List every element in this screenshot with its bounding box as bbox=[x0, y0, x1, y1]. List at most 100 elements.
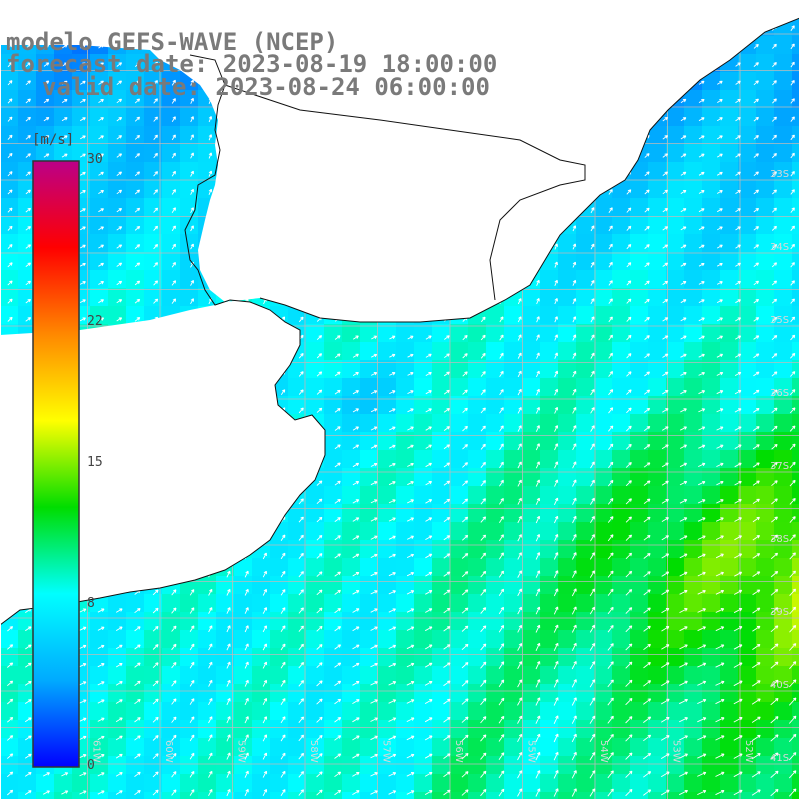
field-cell bbox=[396, 792, 414, 800]
field-cell bbox=[576, 486, 594, 504]
wind-arrow bbox=[443, 789, 451, 796]
wind-arrow bbox=[370, 462, 378, 467]
field-cell bbox=[612, 684, 630, 702]
land-area bbox=[0, 0, 800, 625]
field-cell bbox=[342, 630, 360, 648]
field-cell bbox=[738, 612, 756, 630]
wind-arrow bbox=[316, 389, 323, 395]
field-cell bbox=[612, 558, 630, 576]
field-cell bbox=[396, 648, 414, 666]
field-cell bbox=[702, 594, 720, 612]
wind-arrow bbox=[771, 389, 778, 395]
wind-arrow bbox=[643, 571, 651, 578]
wind-arrow bbox=[789, 461, 796, 469]
field-cell bbox=[468, 342, 486, 360]
field-cell bbox=[648, 648, 666, 666]
wind-arrow bbox=[388, 662, 397, 668]
wind-arrow bbox=[607, 752, 614, 761]
wind-arrow bbox=[772, 80, 777, 86]
wind-arrow bbox=[25, 626, 32, 632]
wind-arrow bbox=[424, 790, 433, 795]
field-cell bbox=[792, 702, 800, 720]
field-cell bbox=[324, 792, 342, 800]
wind-arrow bbox=[134, 789, 141, 796]
wind-arrow bbox=[134, 62, 140, 68]
field-cell bbox=[684, 648, 702, 666]
field-cell bbox=[702, 468, 720, 486]
field-cell bbox=[648, 288, 666, 306]
wind-arrow bbox=[79, 117, 86, 122]
wind-arrow bbox=[771, 280, 778, 286]
field-cell bbox=[738, 90, 756, 108]
field-cell bbox=[108, 666, 126, 684]
wind-arrow bbox=[571, 697, 577, 706]
wind-arrow bbox=[734, 353, 742, 358]
wind-arrow bbox=[680, 390, 687, 395]
wind-arrow bbox=[388, 535, 396, 540]
field-cell bbox=[684, 270, 702, 288]
field-cell bbox=[612, 594, 630, 612]
field-cell bbox=[720, 432, 738, 450]
wind-arrow bbox=[536, 279, 540, 286]
field-cell bbox=[0, 288, 18, 306]
wind-arrow bbox=[352, 535, 360, 540]
wind-arrow bbox=[571, 624, 577, 633]
field-cell bbox=[738, 450, 756, 468]
wind-arrow bbox=[80, 62, 86, 67]
field-cell bbox=[324, 756, 342, 774]
field-cell bbox=[288, 594, 306, 612]
wind-arrow bbox=[352, 335, 359, 340]
wind-arrow bbox=[608, 225, 613, 232]
wind-arrow bbox=[406, 517, 414, 522]
field-cell bbox=[576, 234, 594, 252]
wind-arrow bbox=[171, 189, 176, 195]
field-cell bbox=[576, 450, 594, 468]
field-cell bbox=[720, 414, 738, 432]
field-cell bbox=[432, 756, 450, 774]
wind-arrow bbox=[790, 61, 795, 68]
field-cell bbox=[342, 792, 360, 800]
wind-arrow bbox=[626, 225, 632, 231]
field-cell bbox=[144, 288, 162, 306]
field-cell bbox=[720, 144, 738, 162]
field-cell bbox=[486, 414, 504, 432]
wind-arrow bbox=[97, 608, 105, 613]
wind-arrow bbox=[771, 353, 778, 359]
field-cell bbox=[774, 702, 792, 720]
field-cell bbox=[468, 324, 486, 342]
field-cell bbox=[720, 720, 738, 738]
wind-arrow bbox=[752, 462, 760, 468]
field-cell bbox=[504, 396, 522, 414]
wind-arrow bbox=[698, 335, 705, 340]
wind-arrow bbox=[679, 680, 688, 686]
field-cell bbox=[378, 396, 396, 414]
field-cell bbox=[342, 684, 360, 702]
wind-arrow bbox=[571, 679, 577, 688]
wind-arrow bbox=[607, 715, 614, 724]
wind-arrow bbox=[716, 226, 723, 231]
field-cell bbox=[162, 702, 180, 720]
field-cell bbox=[486, 468, 504, 486]
field-cell bbox=[90, 756, 108, 774]
field-cell bbox=[558, 342, 576, 360]
field-cell bbox=[684, 252, 702, 270]
field-cell bbox=[594, 486, 612, 504]
field-cell bbox=[270, 558, 288, 576]
wind-arrow bbox=[753, 116, 759, 122]
field-cell bbox=[756, 36, 774, 54]
field-cell bbox=[558, 234, 576, 252]
field-cell bbox=[576, 306, 594, 324]
field-cell bbox=[594, 648, 612, 666]
wind-arrow bbox=[753, 135, 759, 140]
wind-arrow bbox=[461, 534, 469, 541]
field-cell bbox=[270, 576, 288, 594]
wind-arrow bbox=[661, 571, 670, 577]
field-cell bbox=[342, 558, 360, 576]
field-cell bbox=[432, 576, 450, 594]
wind-arrow bbox=[608, 370, 614, 377]
wind-arrow bbox=[607, 552, 614, 560]
field-cell bbox=[684, 666, 702, 684]
field-cell bbox=[126, 198, 144, 216]
field-cell bbox=[72, 126, 90, 144]
field-cell bbox=[612, 450, 630, 468]
